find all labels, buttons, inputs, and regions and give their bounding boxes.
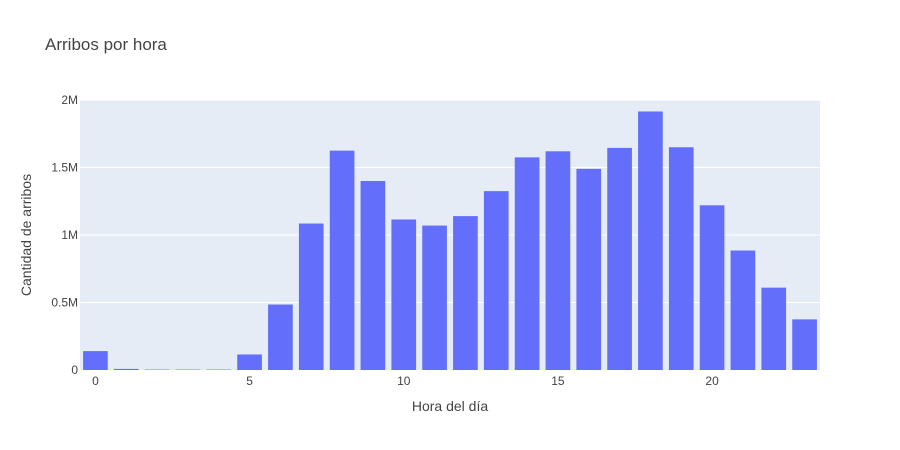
bar-hour-19 (668, 147, 694, 370)
x-tick-label: 10 (397, 374, 411, 388)
x-tick-label: 15 (551, 374, 565, 388)
x-tick-layer: 0 5 10 15 20 (92, 374, 719, 388)
bar-hour-1 (113, 368, 139, 370)
y-tick-label: 2M (61, 93, 78, 107)
bar-hour-13 (483, 191, 509, 370)
bar-hour-22 (761, 287, 787, 370)
bar-hour-15 (545, 151, 571, 370)
bar-hour-16 (576, 168, 602, 370)
x-tick-label: 5 (246, 374, 253, 388)
bar-hour-17 (607, 147, 632, 370)
y-tick-label: 0 (71, 363, 78, 377)
bar-layer (83, 111, 817, 370)
bar-hour-18 (638, 111, 663, 370)
grid-layer (80, 99, 820, 303)
x-tick-label: 20 (705, 374, 719, 388)
x-tick-label: 0 (92, 374, 99, 388)
bar-hour-20 (699, 205, 725, 370)
bar-hour-10 (391, 219, 417, 370)
bar-hour-12 (453, 216, 478, 370)
y-tick-label: 1.5M (51, 161, 78, 175)
bar-hour-7 (298, 223, 324, 370)
chart-title: Arribos por hora (45, 35, 167, 54)
y-axis-title: Cantidad de arribos (18, 174, 34, 296)
bar-hour-6 (268, 304, 293, 370)
y-tick-label: 0.5M (51, 296, 78, 310)
bar-hour-11 (422, 225, 447, 370)
bar-hour-23 (792, 319, 817, 370)
y-tick-layer: 0 0.5M 1M 1.5M 2M (51, 93, 78, 377)
bar-hour-21 (730, 250, 756, 370)
bar-hour-0 (83, 351, 108, 370)
bar-hour-5 (237, 354, 262, 370)
bar-hour-14 (514, 157, 540, 370)
bar-hour-9 (360, 181, 386, 370)
y-tick-label: 1M (61, 228, 78, 242)
bar-hour-8 (329, 150, 355, 370)
x-axis-title: Hora del día (412, 398, 488, 414)
